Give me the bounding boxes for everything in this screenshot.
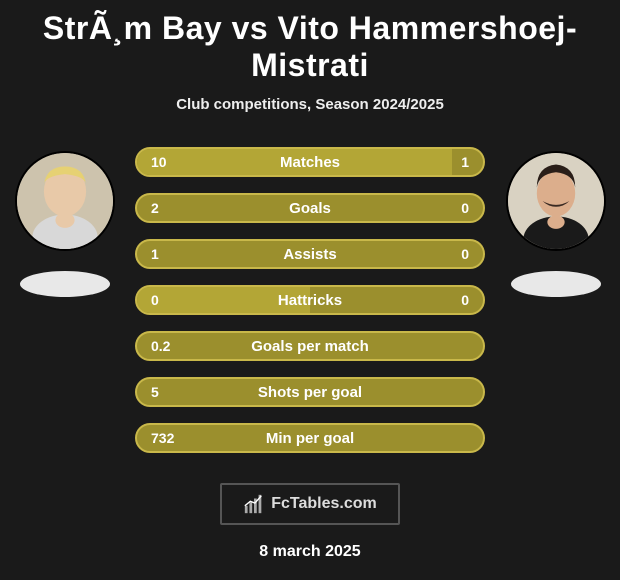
- brand-text: FcTables.com: [271, 495, 377, 513]
- stat-label: Assists: [283, 246, 336, 263]
- stat-value-left: 0.2: [151, 338, 170, 354]
- subtitle: Club competitions, Season 2024/2025: [0, 96, 620, 113]
- stat-label: Shots per goal: [258, 384, 362, 401]
- stat-value-left: 2: [151, 200, 159, 216]
- player-left-team-badge: [20, 271, 110, 297]
- stat-row: 5 Shots per goal: [135, 377, 485, 407]
- stat-value-right: 0: [461, 200, 469, 216]
- content-row: 10 Matches 1 2 Goals 0 1 Assists 0 0 Hattricks 0 0.2…: [0, 141, 620, 453]
- stat-value-left: 5: [151, 384, 159, 400]
- stat-row: 10 Matches 1: [135, 147, 485, 177]
- stats-list: 10 Matches 1 2 Goals 0 1 Assists 0 0 Hattricks 0 0.2…: [135, 141, 485, 453]
- stat-row: 0 Hattricks 0: [135, 285, 485, 315]
- comparison-card: StrÃ¸m Bay vs Vito Hammershoej-Mistrati …: [0, 0, 620, 580]
- stat-label: Matches: [280, 154, 340, 171]
- stat-value-left: 0: [151, 292, 159, 308]
- page-title: StrÃ¸m Bay vs Vito Hammershoej-Mistrati: [0, 10, 620, 84]
- brand-badge[interactable]: FcTables.com: [220, 483, 400, 525]
- date-label: 8 march 2025: [0, 543, 620, 561]
- player-left-avatar: [15, 151, 115, 251]
- player-left-column: [12, 141, 117, 297]
- stat-value-right: 0: [461, 246, 469, 262]
- stat-value-right: 0: [461, 292, 469, 308]
- stat-value-left: 732: [151, 430, 174, 446]
- stat-label: Min per goal: [266, 430, 354, 447]
- stat-value-right: 1: [461, 154, 469, 170]
- stat-label: Goals: [289, 200, 331, 217]
- chart-icon: [243, 493, 265, 515]
- stat-row: 732 Min per goal: [135, 423, 485, 453]
- stat-value-left: 10: [151, 154, 167, 170]
- stat-label: Hattricks: [278, 292, 342, 309]
- stat-value-left: 1: [151, 246, 159, 262]
- stat-row: 0.2 Goals per match: [135, 331, 485, 361]
- player-right-team-badge: [511, 271, 601, 297]
- stat-row: 1 Assists 0: [135, 239, 485, 269]
- stat-label: Goals per match: [251, 338, 369, 355]
- player-right-column: [503, 141, 608, 297]
- stat-row: 2 Goals 0: [135, 193, 485, 223]
- player-right-avatar: [506, 151, 606, 251]
